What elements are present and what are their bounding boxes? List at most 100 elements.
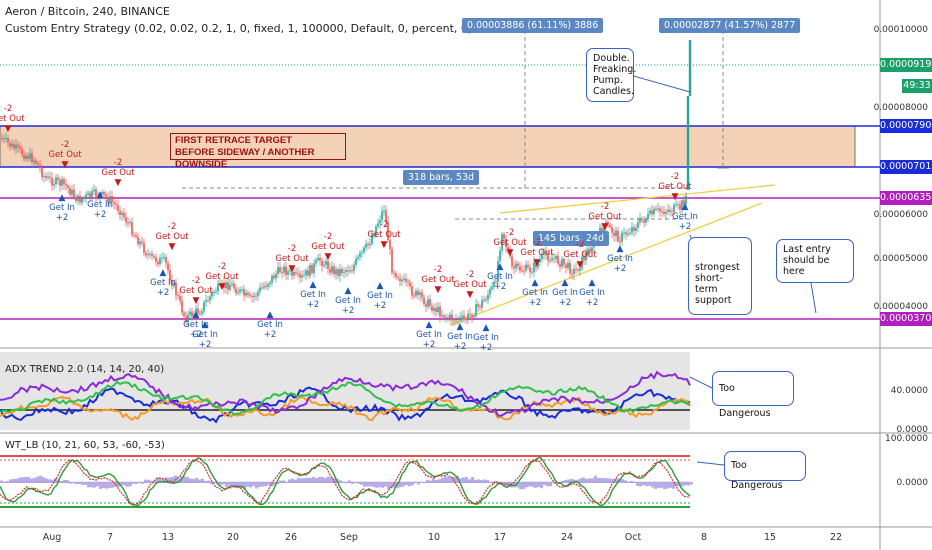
down-arrow-icon: ▼ — [533, 258, 541, 268]
trendline-lower[interactable] — [449, 202, 763, 326]
candle-body — [193, 314, 195, 317]
note-pump[interactable]: Double. Freaking. Pump. Candles. — [586, 48, 636, 102]
signal-label: Get In — [473, 333, 499, 343]
retrace-zone[interactable] — [0, 126, 855, 167]
wt-histogram-bar — [384, 482, 387, 487]
get-in-signal[interactable]: ▲ Get In +2 — [192, 320, 218, 350]
candle-body — [315, 260, 317, 264]
measure-label-2[interactable]: 0.00002877 (41.57%) 2877 — [659, 18, 801, 33]
wt-histogram-bar — [90, 482, 93, 488]
candle-body — [255, 295, 257, 297]
get-in-signal[interactable]: ▲ Get In +2 — [552, 278, 578, 308]
signal-label: Get Out — [421, 275, 455, 285]
wt-histogram-bar — [186, 477, 189, 483]
candle-body — [175, 283, 177, 296]
candle-body — [675, 204, 677, 206]
candle-body — [527, 264, 529, 268]
note-danger-adx[interactable]: Too Dangerous — [712, 371, 794, 419]
wt-histogram-bar — [408, 482, 411, 487]
wt-histogram-bar — [288, 479, 291, 483]
measure-label-1[interactable]: 0.00003886 (61.11%) 3886 — [462, 18, 604, 33]
get-in-signal[interactable]: ▲ Get In +2 — [367, 281, 393, 311]
get-in-signal[interactable]: ▲ Get In +2 — [150, 268, 176, 298]
candle-body — [139, 241, 141, 245]
candle-body — [11, 143, 13, 147]
wt-histogram-bar — [228, 482, 231, 486]
get-in-signal[interactable]: ▲ Get In +2 — [183, 310, 209, 340]
get-in-signal[interactable]: ▲ Get In +2 — [487, 262, 513, 292]
wt-histogram-bar — [303, 478, 306, 483]
get-in-signal[interactable]: ▲ Get In +2 — [257, 310, 283, 340]
candle-body — [431, 305, 433, 311]
retrace-annotation[interactable]: FIRST RETRACE TARGET BEFORE SIDEWAY / AN… — [170, 133, 346, 170]
wt-label[interactable]: WT_LB (10, 21, 60, 53, -60, -53) — [5, 440, 165, 451]
wt-histogram-bar — [282, 480, 285, 483]
strategy-label[interactable]: Custom Entry Strategy (0.02, 0.02, 0.2, … — [5, 22, 473, 35]
trendline-upper[interactable] — [499, 184, 776, 214]
get-in-signal[interactable]: ▲ Get In +2 — [416, 320, 442, 350]
wt-histogram-bar — [612, 478, 615, 483]
candle-body — [55, 177, 57, 185]
candle-body — [113, 201, 115, 204]
candle-body — [451, 314, 453, 321]
pump-candle[interactable] — [688, 40, 692, 96]
get-in-signal[interactable]: ▲ Get In +2 — [672, 202, 698, 232]
wt-histogram-bar — [474, 479, 477, 483]
candle-body — [437, 306, 439, 312]
candle-body — [671, 211, 673, 213]
get-in-signal[interactable]: ▲ Get In +2 — [522, 278, 548, 308]
get-in-signal[interactable]: ▲ Get In +2 — [300, 280, 326, 310]
wt-histogram-bar — [654, 482, 657, 489]
wt-histogram-bar — [135, 482, 138, 485]
wt-histogram-bar — [591, 478, 594, 483]
candle-body — [75, 196, 77, 201]
bars-label-1[interactable]: 318 bars, 53d — [403, 170, 480, 185]
candle-body — [105, 194, 107, 197]
get-in-signal[interactable]: ▲ Get In +2 — [49, 193, 75, 223]
note-danger-wt[interactable]: Too Dangerous — [724, 451, 806, 491]
candle-body — [195, 308, 197, 315]
get-in-signal[interactable]: ▲ Get In +2 — [447, 322, 473, 352]
wt-histogram-bar — [540, 482, 543, 489]
note-support[interactable]: strongest short-term support — [688, 237, 752, 315]
signal-qty: -2 — [217, 262, 227, 272]
wt-histogram-bar — [27, 476, 30, 483]
get-in-signal[interactable]: ▲ Get In +2 — [607, 244, 633, 274]
current-price-label: 0.00009198 — [880, 58, 932, 72]
candle-body — [633, 227, 635, 231]
get-in-signal[interactable]: ▲ Get In +2 — [87, 190, 113, 220]
get-in-signal[interactable]: ▲ Get In +2 — [473, 323, 499, 353]
pump-candle[interactable] — [686, 96, 690, 190]
get-in-signal[interactable]: ▲ Get In +2 — [335, 286, 361, 316]
note-pointer — [689, 376, 713, 389]
wt-histogram-bar — [240, 482, 243, 488]
note-last-entry[interactable]: Last entry should be here — [776, 239, 854, 283]
bars-label-2[interactable]: 145 bars, 24d — [533, 231, 610, 246]
candle-body — [275, 273, 277, 279]
adx-label[interactable]: ADX TREND 2.0 (14, 14, 20, 40) — [5, 364, 165, 375]
time-tick: 20 — [226, 532, 240, 543]
down-arrow-icon: ▼ — [671, 192, 679, 202]
wt-histogram-bar — [105, 482, 108, 489]
get-in-signal[interactable]: ▲ Get In +2 — [579, 278, 605, 308]
wt-histogram-bar — [588, 478, 591, 483]
wt-histogram-bar — [645, 482, 648, 487]
signal-qty: +2 — [558, 298, 572, 308]
time-tick: 10 — [427, 532, 441, 543]
